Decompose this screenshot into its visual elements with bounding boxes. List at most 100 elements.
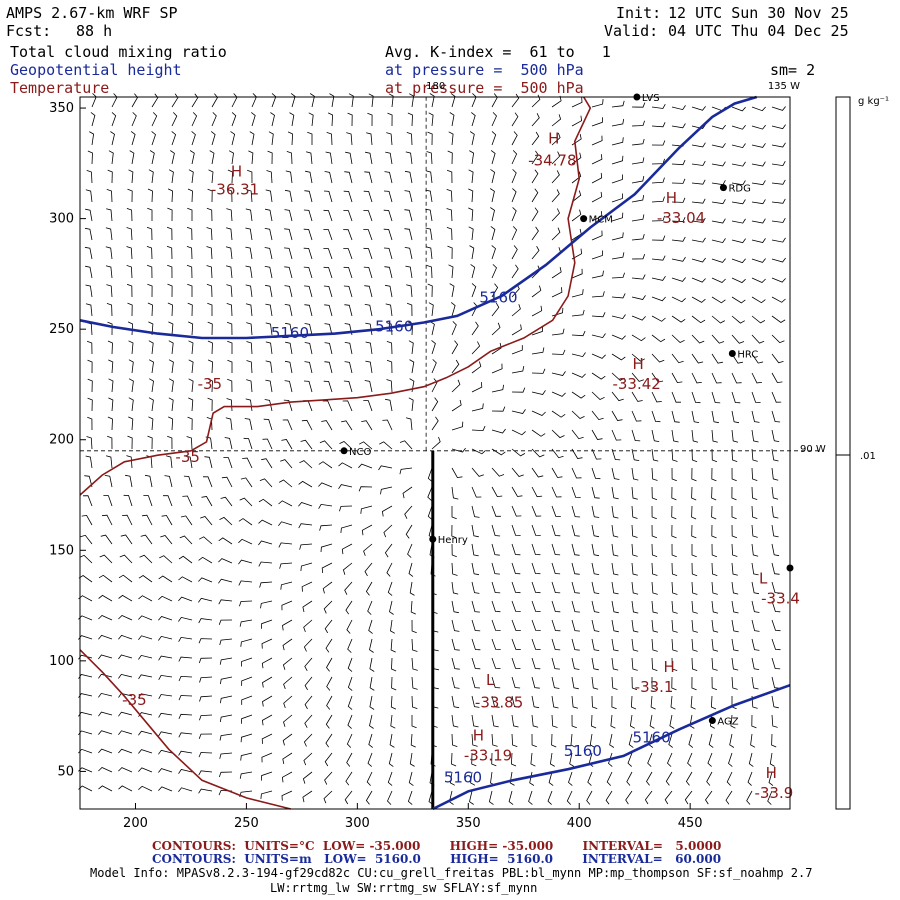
wind-barb <box>571 676 579 690</box>
wind-barb <box>188 340 194 355</box>
wind-barb <box>571 486 581 498</box>
wind-barb <box>671 486 677 501</box>
wind-barb <box>771 179 786 185</box>
wind-barb <box>491 505 501 517</box>
wind-barb <box>490 207 495 222</box>
wind-barb <box>283 399 293 412</box>
wind-barb <box>651 177 665 184</box>
wind-barb <box>644 790 653 805</box>
wind-barb <box>342 400 353 412</box>
wind-barb <box>261 733 273 744</box>
wind-barb <box>225 417 233 431</box>
wind-barb <box>710 695 717 710</box>
wind-barb <box>691 467 697 482</box>
wind-barb <box>198 618 213 624</box>
wind-barb <box>239 600 253 607</box>
wind-barb <box>431 416 439 431</box>
wind-barb <box>278 542 293 548</box>
wind-barb <box>664 790 673 805</box>
wind-barb <box>251 112 256 127</box>
wind-barb <box>671 467 677 482</box>
wind-barb <box>284 247 293 260</box>
wind-barb <box>511 169 517 184</box>
wind-barb <box>771 315 786 323</box>
wind-barb <box>691 315 706 324</box>
wind-barb <box>471 403 484 412</box>
wind-barb <box>148 397 154 412</box>
wind-barb <box>488 790 494 805</box>
wind-barb <box>239 497 253 507</box>
wind-barb <box>731 199 746 205</box>
wind-barb <box>85 189 93 203</box>
wind-barb <box>491 322 501 336</box>
station-label: HRC <box>737 349 758 360</box>
wind-barb <box>323 266 333 279</box>
wind-barb <box>548 771 554 786</box>
wind-barb <box>611 676 618 690</box>
wind-barb <box>324 342 333 355</box>
wind-barb <box>531 543 541 556</box>
wind-barb <box>363 400 373 412</box>
wind-barb <box>431 359 437 374</box>
wind-barb <box>323 285 333 298</box>
wind-barb <box>751 334 765 344</box>
wind-barb <box>231 93 238 108</box>
wind-barb <box>261 619 273 629</box>
wind-barb <box>346 733 353 748</box>
wind-barb <box>651 391 662 403</box>
wind-barb <box>108 397 114 412</box>
wind-barb <box>278 500 293 507</box>
wind-barb <box>591 486 600 499</box>
wind-barb <box>691 198 706 204</box>
wind-barb <box>651 215 665 222</box>
wind-barb <box>771 124 786 130</box>
wind-barb <box>511 524 521 536</box>
wind-barb <box>346 619 353 634</box>
colorbar-tick-label: .01 <box>860 451 876 462</box>
wind-barb <box>238 559 253 565</box>
wind-barb <box>771 353 784 364</box>
wind-barb <box>651 334 666 343</box>
wind-barb <box>551 619 561 632</box>
wind-barb <box>318 503 333 509</box>
wind-barb <box>631 102 646 108</box>
wind-barb <box>87 359 93 374</box>
wind-barb <box>531 676 540 689</box>
wind-barb <box>671 676 677 691</box>
wind-barb <box>405 151 413 165</box>
wind-barb <box>365 322 373 336</box>
wind-barb <box>471 467 484 477</box>
wind-barb <box>127 435 133 450</box>
wind-barb <box>570 733 576 748</box>
wind-barb <box>368 619 373 634</box>
wind-barb <box>491 406 506 412</box>
wind-barb <box>226 398 233 412</box>
wind-barb <box>551 170 560 184</box>
wind-barb <box>591 467 601 480</box>
extremum-value: -36.31 <box>211 180 259 198</box>
wind-barb <box>282 638 293 651</box>
wind-barb <box>491 264 497 279</box>
wind-barb <box>283 676 293 690</box>
wind-barb <box>391 676 397 691</box>
wind-barb <box>446 189 453 203</box>
valid-time: 04 UTC Thu 04 Dec 25 <box>668 22 849 40</box>
wind-barb <box>609 733 615 748</box>
wind-barb <box>531 169 539 184</box>
wind-barb <box>259 581 273 588</box>
wind-barb <box>178 596 193 602</box>
wind-barb <box>651 467 658 481</box>
wind-barb <box>126 265 133 279</box>
wind-barb <box>771 524 779 538</box>
wind-barb <box>531 305 543 317</box>
wind-barb <box>147 435 153 450</box>
wind-barb <box>651 677 657 691</box>
wind-barb <box>469 245 475 260</box>
wind-barb <box>671 524 677 539</box>
temperature-contour-label: -35 <box>198 375 223 393</box>
wind-barb <box>118 711 133 717</box>
wind-barb <box>79 554 93 564</box>
wind-barb <box>166 226 173 241</box>
wind-barb <box>429 93 435 108</box>
wind-barb <box>691 581 698 595</box>
